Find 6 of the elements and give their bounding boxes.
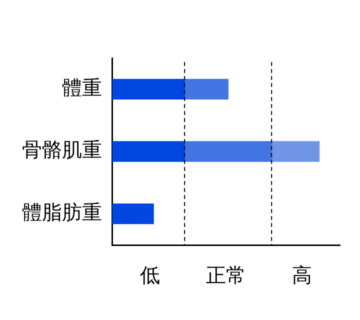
text: 高 [292,263,312,288]
y-tick-label: 體重 [62,75,102,100]
text: 低 [140,263,160,288]
text: 正常 [206,263,246,288]
y-tick-label: 骨骼肌重 [22,138,102,162]
y-tick-label: 體脂肪重 [22,200,102,224]
